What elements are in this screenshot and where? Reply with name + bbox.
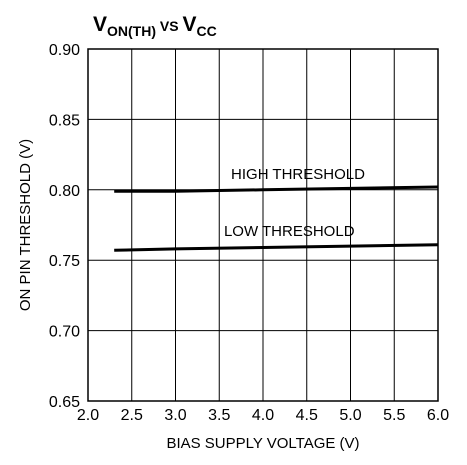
- y-axis-label: ON PIN THRESHOLD (V): [17, 139, 34, 311]
- series-line-high-threshold: [114, 185, 439, 193]
- grid-layer: [88, 49, 438, 401]
- title-v2: V: [182, 13, 196, 36]
- y-tick-label: 0.90: [49, 42, 80, 59]
- x-axis-label: BIAS SUPPLY VOLTAGE (V): [166, 435, 359, 452]
- title-v1-subscript: ON(TH): [107, 23, 156, 39]
- x-tick-label: 2.0: [77, 407, 99, 424]
- y-tick-label: 0.70: [49, 324, 80, 341]
- y-tick-label: 0.80: [49, 183, 80, 200]
- series-line-low-threshold: [114, 243, 439, 252]
- series-label-low-threshold: LOW THRESHOLD: [224, 223, 355, 240]
- x-tick-label: 6.0: [427, 407, 449, 424]
- x-tick-label: 4.5: [296, 407, 318, 424]
- plot-frame: [87, 48, 439, 402]
- x-tick-label: 2.5: [121, 407, 143, 424]
- x-tick-label: 4.0: [252, 407, 274, 424]
- y-tick-label: 0.75: [49, 253, 80, 270]
- x-tick-label: 3.5: [208, 407, 230, 424]
- y-tick-label: 0.65: [49, 394, 80, 411]
- series-label-high-threshold: HIGH THRESHOLD: [231, 166, 365, 183]
- series-layer: HIGH THRESHOLD LOW THRESHOLD: [114, 166, 439, 252]
- title-v2-subscript: CC: [197, 23, 217, 39]
- title-v1: V: [93, 13, 107, 36]
- x-tick-label: 5.0: [339, 407, 361, 424]
- x-tick-label: 3.0: [164, 407, 186, 424]
- chart-title: VON(TH) VS VCC: [93, 13, 217, 39]
- y-tick-label: 0.85: [49, 112, 80, 129]
- title-vs: VS: [156, 18, 182, 34]
- tick-labels: 2.0 2.5 3.0 3.5 4.0 4.5 5.0 5.5 6.0 0.65 0.70 0.75 0…: [49, 42, 449, 424]
- x-tick-label: 5.5: [383, 407, 405, 424]
